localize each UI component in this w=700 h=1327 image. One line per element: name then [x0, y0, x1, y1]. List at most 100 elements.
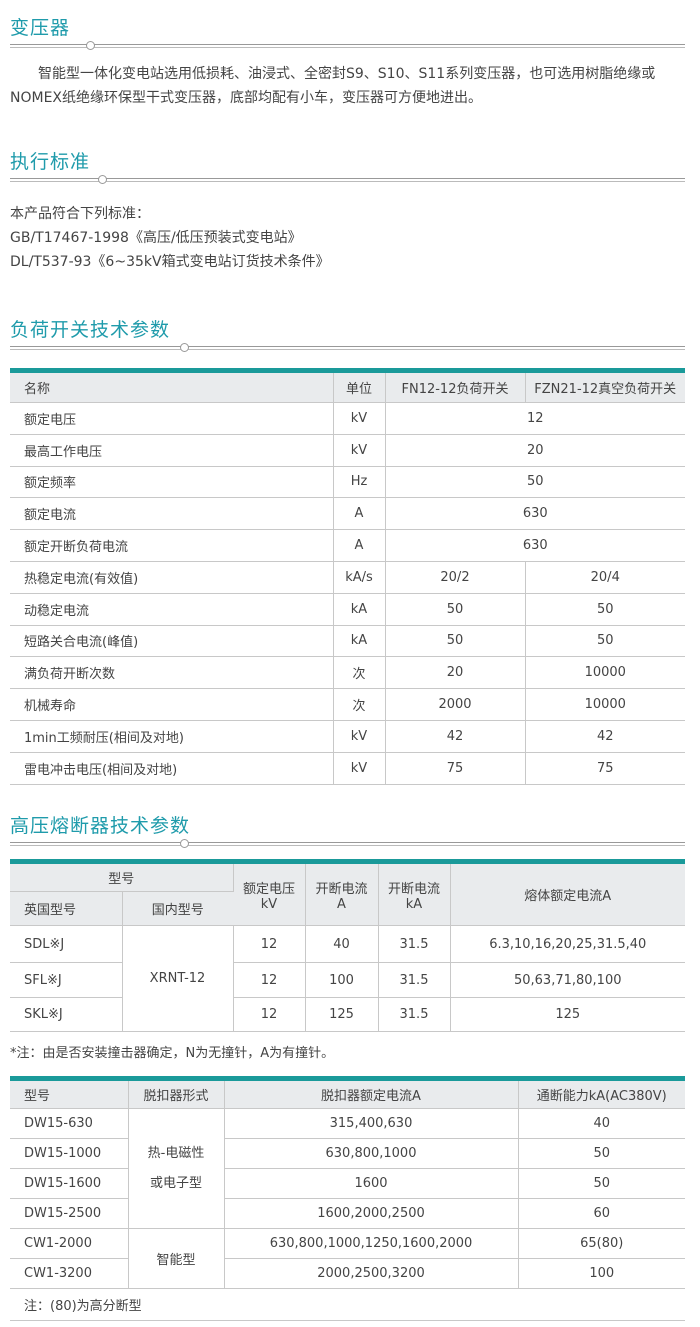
capacity-cell: 100	[518, 1258, 685, 1289]
current-cell: 1600,2000,2500	[224, 1198, 519, 1229]
table-row: 满负荷开断次数次 20 10000	[10, 656, 685, 690]
circle-icon	[86, 41, 95, 50]
value-cell: 50	[385, 593, 526, 626]
header-cell: 熔体额定电流A	[450, 861, 685, 926]
name-cell: 雷电冲击电压(相间及对地)	[10, 752, 334, 785]
value-cell: 40	[305, 925, 379, 963]
standard-line: 本产品符合下列标准：	[10, 206, 150, 222]
divider	[10, 343, 685, 352]
section-title: 高压熔断器技术参数	[10, 815, 191, 837]
uk-model-cell: SDL※J	[10, 925, 123, 963]
fuse-table: 型号 额定电压kV 开断电流A 开断电流kA 熔体额定电流A 英国型号 国内型号…	[10, 859, 685, 1032]
table-row: 短路关合电流(峰值) kA 50 50	[10, 625, 685, 658]
capacity-cell: 50	[518, 1168, 685, 1199]
release-type-cell: 智能型	[128, 1228, 225, 1289]
name-cell: 额定电压	[10, 402, 334, 435]
value-cell: 12	[233, 997, 306, 1032]
value-cell: 75	[385, 752, 526, 785]
capacity-cell: 40	[518, 1108, 685, 1139]
table-row: 雷电冲击电压(相间及对地) kV 75 75	[10, 752, 685, 785]
value-cell: 20/2	[385, 561, 526, 594]
standard-line: DL/T537-93《6~35kV箱式变电站订货技术条件》	[10, 254, 330, 270]
divider	[10, 175, 685, 184]
name-cell: 热稳定电流(有效值)	[10, 561, 334, 594]
header-cell: 脱扣器额定电流A	[224, 1078, 519, 1109]
breaker-table: 型号 脱扣器形式 脱扣器额定电流A 通断能力kA(AC380V) DW15-63…	[10, 1076, 685, 1321]
uk-model-cell: SFL※J	[10, 962, 123, 998]
divider	[10, 41, 685, 50]
table-row: DW15-1600 1600 50	[10, 1168, 685, 1199]
model-cell: DW15-1600	[10, 1168, 129, 1199]
value-cell: 100	[305, 962, 379, 998]
table-row: 热稳定电流(有效值) kA/s 20/2 20/4	[10, 561, 685, 594]
unit-cell: Hz	[333, 466, 386, 499]
table-row: 额定开断负荷电流 A 630	[10, 529, 685, 562]
load-switch-table: 名称 单位 FN12-12负荷开关 FZN21-12真空负荷开关 额定电压 kV 1…	[10, 368, 685, 785]
header-cell: 型号	[10, 1078, 129, 1109]
header-cell: FN12-12负荷开关	[385, 370, 526, 403]
header-cell: 开断电流A	[305, 861, 379, 926]
name-cell: 最高工作电压	[10, 434, 334, 467]
unit-cell: 次	[333, 688, 386, 721]
value-cell: 31.5	[378, 925, 451, 963]
value-cell: 50	[385, 466, 685, 499]
table-row: CW1-3200 2000,2500,3200 100	[10, 1258, 685, 1289]
header-cell: 通断能力kA(AC380V)	[518, 1078, 685, 1109]
unit-cell: kA	[333, 625, 386, 658]
value-cell: 75	[525, 752, 685, 785]
unit-cell: kV	[333, 752, 386, 785]
value-cell: 50	[525, 625, 685, 658]
uk-model-cell: SKL※J	[10, 997, 123, 1032]
section-title: 执行标准	[10, 151, 91, 173]
table-row: 额定电压 kV 12	[10, 402, 685, 435]
header-cell: 脱扣器形式	[128, 1078, 225, 1109]
name-cell: 动稳定电流	[10, 593, 334, 626]
table-row: DW15-1000 630,800,1000 50	[10, 1138, 685, 1169]
table-row: 动稳定电流 kA 50 50	[10, 593, 685, 626]
standards-list: 本产品符合下列标准： GB/T17467-1998《高压/低压预装式变电站》 D…	[10, 202, 685, 274]
header-cell: 单位	[333, 370, 386, 403]
value-cell: 630	[385, 529, 685, 562]
header-cell: FZN21-12真空负荷开关	[525, 370, 685, 403]
value-cell: 31.5	[378, 962, 451, 998]
model-cell: CW1-2000	[10, 1228, 129, 1259]
name-cell: 额定电流	[10, 497, 334, 531]
value-cell: 20/4	[525, 561, 685, 594]
name-cell: 额定开断负荷电流	[10, 529, 334, 562]
name-cell: 额定频率	[10, 466, 334, 499]
current-cell: 630,800,1000,1250,1600,2000	[224, 1228, 519, 1259]
value-cell: 6.3,10,16,20,25,31.5,40	[450, 925, 685, 963]
header-cell: 名称	[10, 370, 334, 403]
table-row: 额定电流 A 630	[10, 497, 685, 531]
name-cell: 机械寿命	[10, 688, 334, 721]
value-cell: 12	[233, 925, 306, 963]
value-cell: 10000	[525, 688, 685, 721]
circle-icon	[180, 839, 189, 848]
name-cell: 满负荷开断次数	[10, 656, 334, 690]
model-cell: DW15-2500	[10, 1198, 129, 1229]
unit-cell: kV	[333, 434, 386, 467]
section-fuse: 高压熔断器技术参数	[10, 813, 685, 848]
table-row: SFL※J 12 100 31.5 50,63,71,80,100	[10, 962, 685, 998]
model-cell: DW15-630	[10, 1108, 129, 1139]
table-row: 额定频率 Hz 50	[10, 466, 685, 499]
value-cell: 20	[385, 434, 685, 467]
table-header-row: 英国型号 国内型号	[10, 891, 685, 926]
value-cell: 125	[450, 997, 685, 1032]
table-row: DW15-2500 1600,2000,2500 60	[10, 1198, 685, 1229]
table-row: SDL※J XRNT-12 12 40 31.5 6.3,10,16,20,25,31.5…	[10, 925, 685, 1032]
table-header-row: 型号 额定电压kV 开断电流A 开断电流kA 熔体额定电流A	[10, 861, 685, 926]
table-header-row: 型号 脱扣器形式 脱扣器额定电流A 通断能力kA(AC380V)	[10, 1078, 685, 1109]
table-row: DW15-630 热-电磁性 或电子型 315,400,630 40	[10, 1108, 685, 1229]
value-cell: 125	[305, 997, 379, 1032]
name-cell: 短路关合电流(峰值)	[10, 625, 334, 658]
value-cell: 630	[385, 497, 685, 531]
model-cell: DW15-1000	[10, 1138, 129, 1169]
capacity-cell: 65(80)	[518, 1228, 685, 1259]
unit-cell: 次	[333, 656, 386, 690]
cn-model-cell: XRNT-12	[122, 925, 234, 1032]
unit-cell: kA/s	[333, 561, 386, 594]
value-cell: 20	[385, 656, 526, 690]
table-row: 最高工作电压 kV 20	[10, 434, 685, 467]
value-cell: 12	[233, 962, 306, 998]
